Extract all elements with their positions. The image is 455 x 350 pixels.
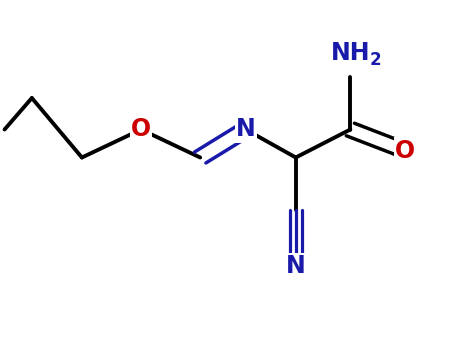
Text: NH: NH	[331, 41, 370, 65]
Text: N: N	[286, 254, 306, 278]
Text: N: N	[236, 118, 256, 141]
Text: O: O	[395, 139, 415, 162]
Text: 2: 2	[369, 51, 381, 69]
Text: O: O	[131, 118, 151, 141]
